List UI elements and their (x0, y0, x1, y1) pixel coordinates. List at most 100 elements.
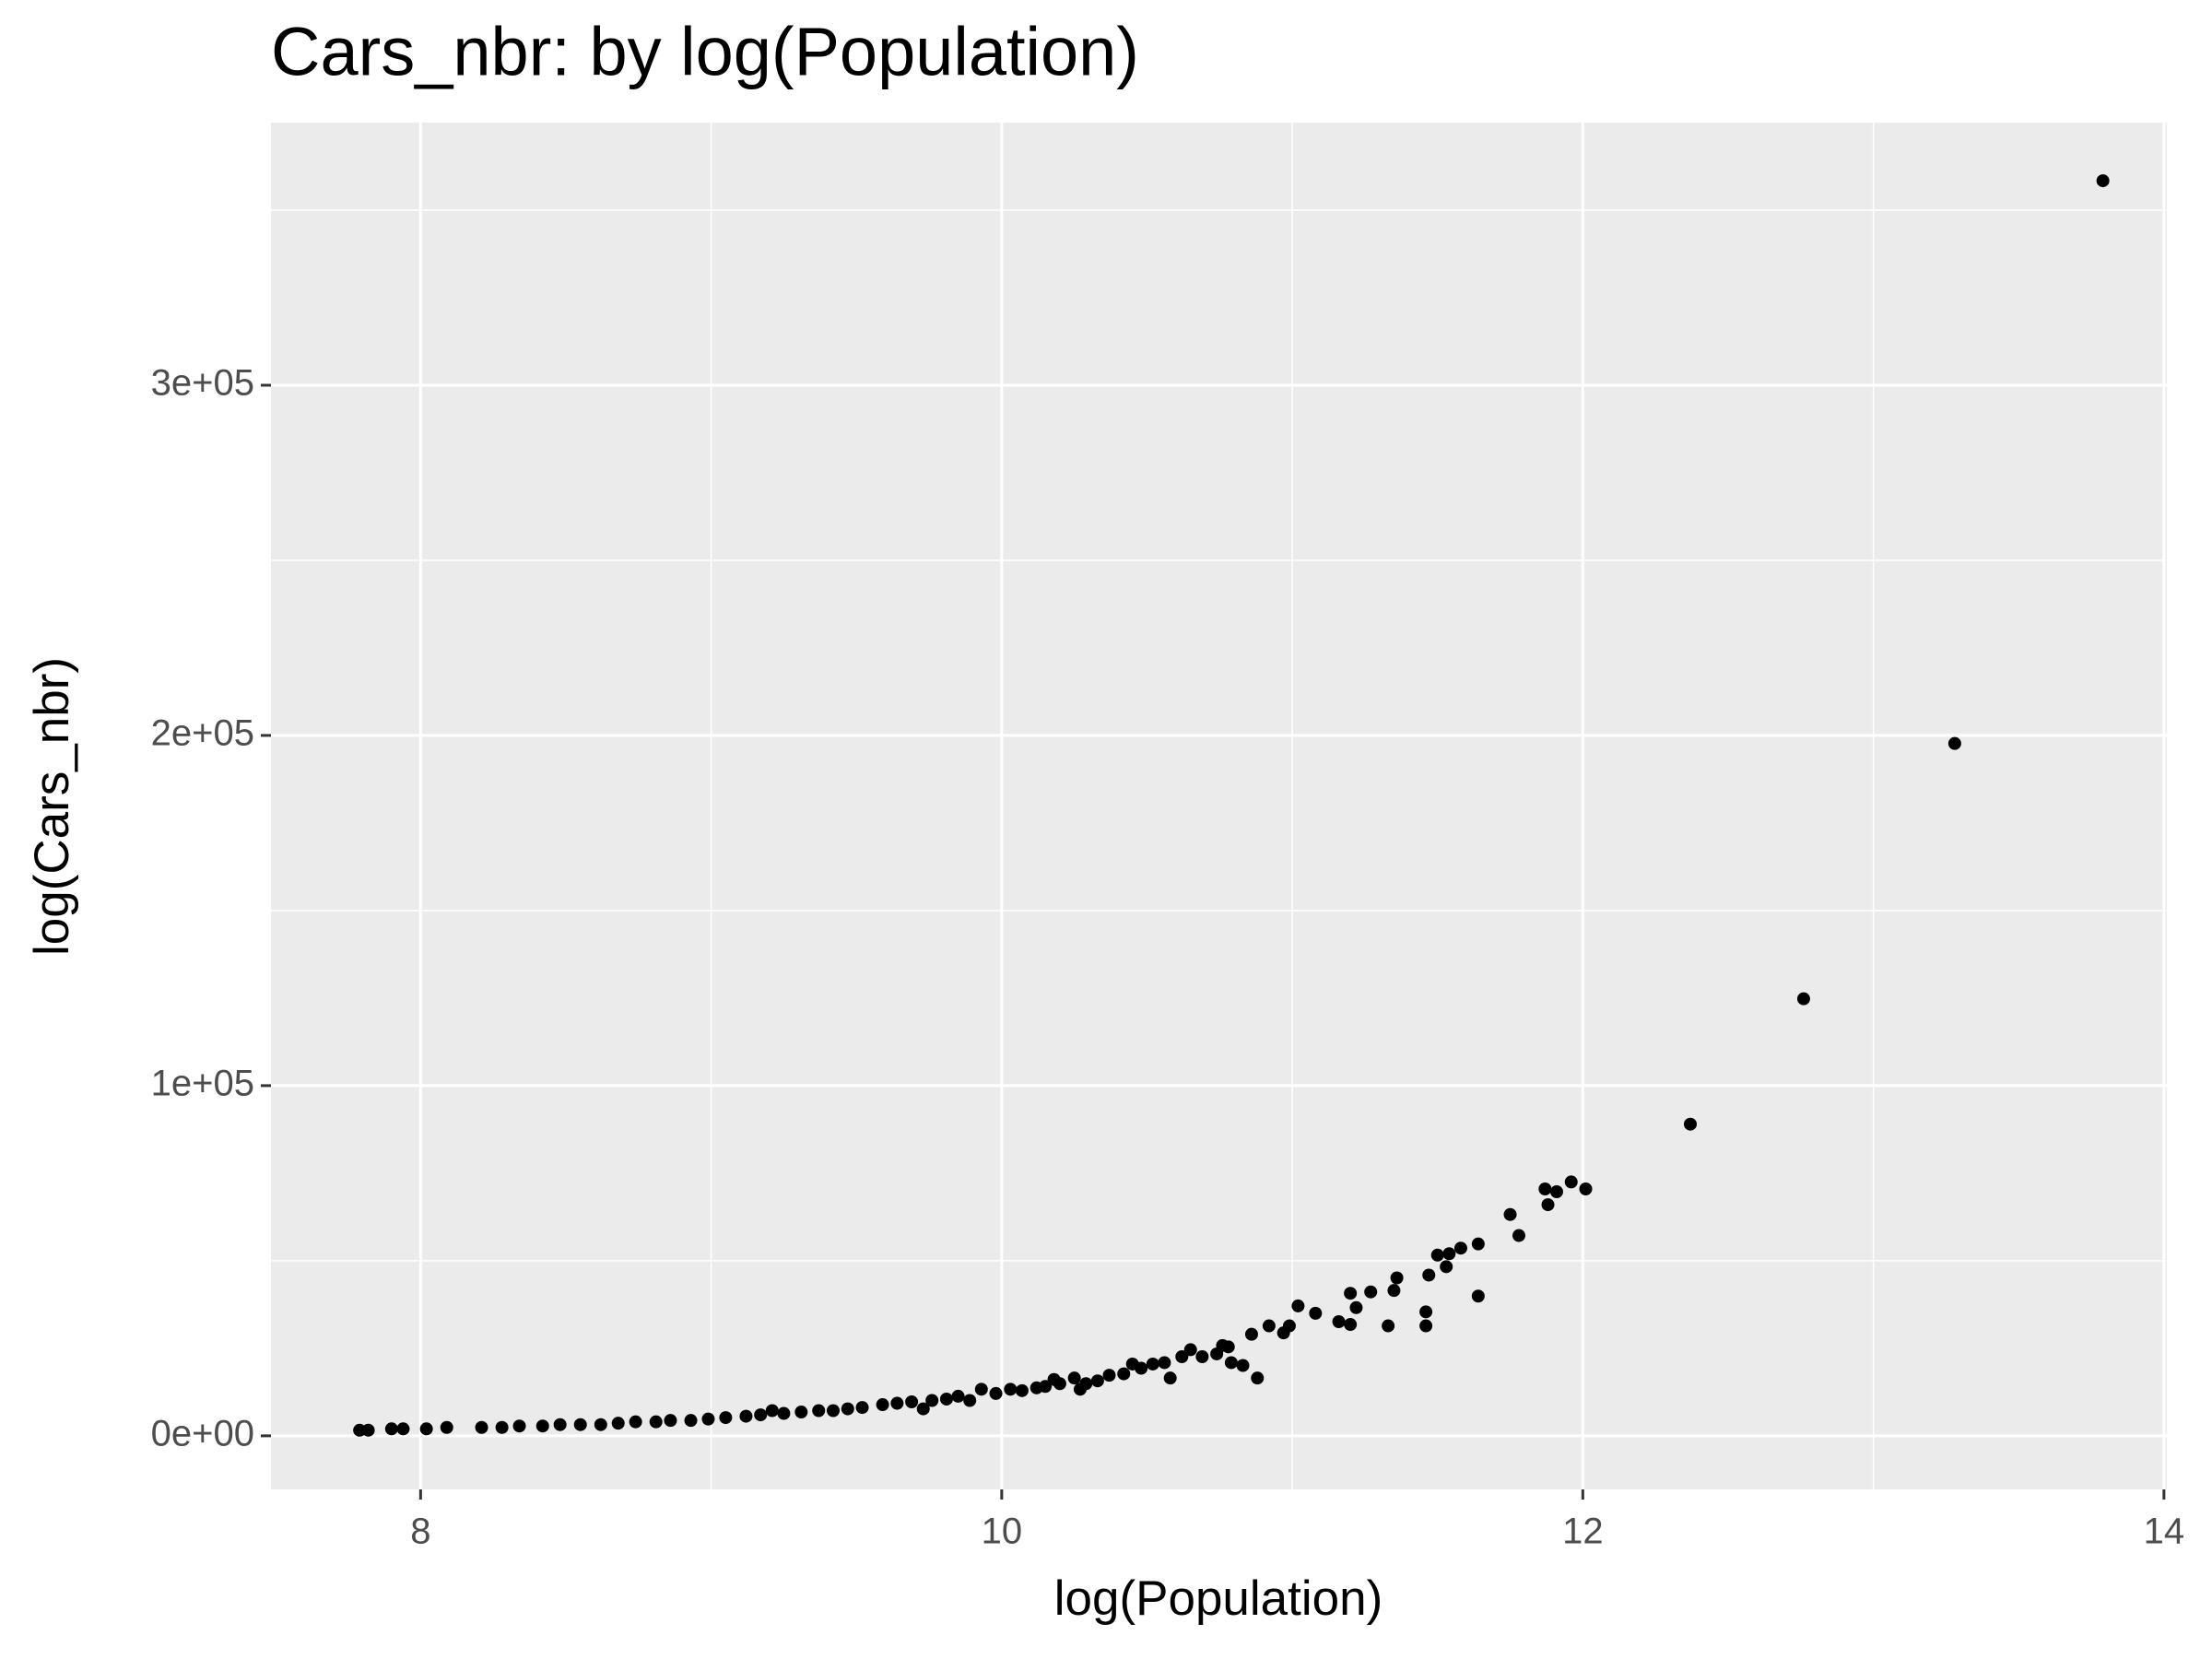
point (1236, 1359, 1250, 1372)
point (440, 1420, 453, 1434)
point (512, 1419, 526, 1433)
point (1175, 1349, 1189, 1363)
point (1067, 1371, 1081, 1385)
point (1090, 1374, 1104, 1388)
point (1419, 1319, 1433, 1333)
point (1047, 1372, 1061, 1386)
point (939, 1392, 953, 1406)
point (419, 1422, 433, 1436)
point (777, 1406, 791, 1420)
y-tick-label: 2e+05 (151, 712, 254, 753)
y-tick-label: 1e+05 (151, 1063, 254, 1103)
point (963, 1394, 977, 1407)
point (611, 1417, 625, 1430)
point (1390, 1271, 1404, 1285)
point (701, 1412, 715, 1426)
chart-title: Cars_nbr: by log(Population) (271, 14, 1139, 90)
point (890, 1396, 904, 1410)
point (353, 1423, 367, 1437)
point (1419, 1305, 1433, 1319)
point (1210, 1347, 1224, 1360)
point (1382, 1319, 1395, 1333)
y-tick-label: 0e+00 (151, 1413, 254, 1453)
point (1102, 1369, 1116, 1382)
point (1442, 1247, 1456, 1261)
point (1015, 1383, 1029, 1397)
point (1538, 1182, 1552, 1195)
point (1471, 1237, 1485, 1251)
y-axis-title: log(Cars_nbr) (25, 657, 79, 956)
point (1579, 1182, 1593, 1195)
point (1224, 1356, 1238, 1370)
point (1146, 1357, 1159, 1371)
point (1117, 1367, 1131, 1381)
point (876, 1398, 889, 1412)
point (1796, 992, 1810, 1006)
point (573, 1418, 587, 1431)
point (794, 1406, 808, 1419)
point (535, 1419, 549, 1433)
point (1512, 1229, 1525, 1242)
x-axis-title: log(Population) (1054, 1571, 1383, 1626)
point (1683, 1117, 1697, 1131)
point (855, 1401, 869, 1415)
point (649, 1415, 663, 1429)
point (1030, 1381, 1043, 1394)
point (1541, 1198, 1555, 1212)
point (2096, 174, 2110, 188)
point (1549, 1185, 1563, 1199)
point (1244, 1327, 1258, 1341)
x-tick-label: 10 (982, 1512, 1023, 1552)
point (1349, 1300, 1363, 1314)
point (1251, 1371, 1265, 1385)
point (925, 1394, 939, 1407)
point (827, 1404, 841, 1418)
point (1503, 1207, 1517, 1221)
point (553, 1418, 567, 1431)
point (1004, 1382, 1018, 1396)
point (629, 1415, 642, 1429)
point (684, 1414, 698, 1428)
point (1947, 736, 1961, 750)
point (841, 1402, 854, 1416)
point (475, 1420, 488, 1434)
point (1073, 1382, 1087, 1396)
point (1125, 1357, 1139, 1371)
point (1158, 1356, 1171, 1370)
point (1364, 1285, 1378, 1299)
point (1344, 1287, 1358, 1300)
point (1163, 1371, 1177, 1385)
point (739, 1409, 753, 1423)
point (664, 1414, 677, 1428)
x-tick-label: 14 (2144, 1512, 2185, 1552)
point (719, 1411, 733, 1425)
point (1309, 1306, 1323, 1320)
point (1453, 1241, 1467, 1255)
point (384, 1422, 398, 1436)
point (495, 1420, 509, 1434)
point (396, 1422, 410, 1436)
point (1422, 1268, 1436, 1282)
point (1387, 1284, 1401, 1298)
x-tick-label: 8 (410, 1512, 430, 1552)
point (594, 1418, 607, 1431)
point (1564, 1175, 1578, 1189)
point (1291, 1299, 1305, 1312)
point (1430, 1248, 1444, 1262)
x-tick-label: 12 (1562, 1512, 1604, 1552)
point (1262, 1319, 1276, 1333)
point (1332, 1314, 1346, 1328)
point (951, 1389, 965, 1403)
point (765, 1404, 779, 1418)
point (1277, 1326, 1290, 1340)
point (905, 1395, 919, 1409)
point (974, 1382, 988, 1396)
point (916, 1402, 930, 1416)
point (989, 1386, 1003, 1400)
plot-panel (271, 123, 2167, 1489)
point (812, 1404, 826, 1418)
point (1471, 1289, 1485, 1303)
y-tick-label: 3e+05 (151, 363, 254, 404)
point (754, 1408, 768, 1422)
